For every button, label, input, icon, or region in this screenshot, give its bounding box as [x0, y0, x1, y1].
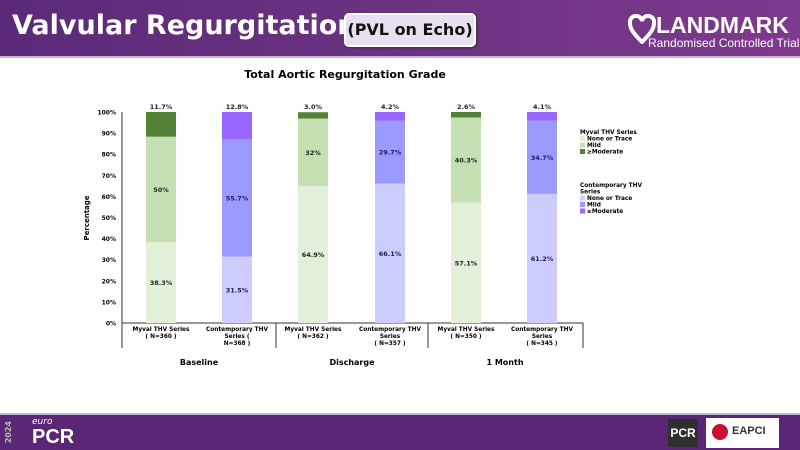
data-label: 32% [305, 149, 321, 157]
bar-segment [146, 242, 176, 323]
x-category-label: ( N=360 ) [145, 334, 176, 340]
x-category-label: Myval THV Series [133, 327, 190, 333]
legend-swatch [580, 202, 585, 207]
bar-segment [527, 112, 557, 121]
legend-entry: Mild [587, 143, 601, 149]
europcr-logo: PCR [32, 426, 75, 448]
bar-segment [222, 112, 252, 140]
bar-segment [298, 118, 328, 187]
y-tick-label: 70% [102, 173, 116, 180]
y-tick-label: 0% [106, 321, 116, 328]
slide-footer: 2024 euro PCR PCR EAPCI [0, 413, 800, 450]
x-category-label: ( N=345 ) [526, 341, 557, 347]
heart-icon [712, 424, 728, 440]
bar-segment [375, 120, 405, 184]
data-label: 66.1% [379, 250, 402, 258]
legend-swatch [580, 195, 585, 201]
bar-segment [146, 112, 176, 137]
data-label: 29.7% [379, 149, 402, 157]
legend-entry: None or Trace [587, 196, 632, 202]
legend-title: Myval THV Series [580, 130, 637, 136]
bar-segment [375, 183, 405, 323]
group-label: Baseline [180, 358, 219, 367]
bar-segment [451, 117, 481, 203]
eapci-text: EAPCI [732, 425, 766, 437]
chart-title: Total Aortic Regurgitation Grade [244, 68, 446, 81]
x-category-label: N=368 ) [224, 341, 251, 347]
y-tick-label: 50% [102, 215, 116, 222]
x-category-label: ( N=362 ) [297, 334, 328, 340]
bar-segment [451, 112, 481, 118]
legend-entry: Mild [587, 203, 601, 209]
x-category-label: Contemporary THV [359, 327, 421, 333]
group-label: 1 Month [486, 358, 523, 367]
x-category-label: ( N=350 ) [450, 334, 481, 340]
y-tick-label: 30% [102, 257, 116, 264]
legend-swatch [580, 208, 585, 214]
bar-segment [298, 112, 328, 119]
bar-segment [527, 193, 557, 323]
legend-entry: None or Trace [587, 137, 632, 143]
data-label: 4.1% [533, 103, 552, 111]
year-text: 2024 [4, 421, 13, 444]
data-label: 61.2% [531, 255, 554, 263]
legend-title: Contemporary THV [580, 183, 642, 189]
y-tick-label: 40% [102, 236, 116, 243]
legend-entry: ≥Moderate [587, 150, 623, 156]
bar-segment [375, 112, 405, 121]
data-label: 38.3% [150, 279, 173, 287]
bar-segment [527, 120, 557, 194]
slide-header: Valvular Regurgitation (PVL on Echo) LAN… [0, 0, 800, 58]
bar-segment [222, 139, 252, 257]
x-category-label: Myval THV Series [438, 327, 495, 333]
bar-segment [298, 186, 328, 323]
y-tick-label: 60% [102, 194, 116, 201]
euro-text: euro [32, 417, 53, 427]
y-tick-label: 20% [102, 278, 116, 285]
bar-segment [222, 256, 252, 323]
bar-segment [451, 202, 481, 323]
logo-main-text: LANDMARK [656, 12, 789, 38]
data-label: 4.2% [381, 103, 400, 111]
data-label: 50% [153, 186, 169, 194]
x-category-label: Contemporary THV [206, 327, 268, 333]
x-category-label: Series [532, 334, 553, 340]
x-category-label: Myval THV Series [285, 327, 342, 333]
y-tick-label: 10% [102, 299, 116, 306]
legend-swatch [580, 136, 585, 141]
bar-segment [146, 136, 176, 243]
legend-title: Series [580, 190, 601, 196]
data-label: 57.1% [455, 259, 478, 267]
group-label: Discharge [329, 358, 375, 367]
legend-swatch [580, 142, 585, 148]
data-label: 34.7% [531, 154, 554, 162]
legend-entry: ≥Moderate [587, 209, 623, 215]
x-category-label: Series [380, 334, 401, 340]
y-axis-label: Percentage [83, 195, 91, 240]
eapci-logo: EAPCI [706, 418, 779, 448]
data-label: 55.7% [226, 194, 249, 202]
data-label: 40.3% [455, 157, 478, 165]
data-label: 11.7% [150, 103, 173, 111]
data-label: 31.5% [226, 286, 249, 294]
stacked-bar-chart: Total Aortic Regurgitation Grade Percent… [83, 68, 642, 367]
legend-swatch [580, 149, 585, 154]
slide-title: Valvular Regurgitation [12, 10, 357, 41]
landmark-logo: LANDMARK Randomised Controlled Trial [628, 14, 799, 50]
heart-icon [628, 14, 656, 44]
y-tick-label: 90% [102, 131, 116, 138]
data-label: 3.0% [304, 103, 323, 111]
data-label: 2.6% [457, 103, 476, 111]
x-category-label: ( N=357 ) [374, 341, 405, 347]
y-tick-label: 100% [97, 110, 116, 117]
data-label: 64.9% [302, 251, 325, 259]
pcr-badge: PCR [668, 419, 698, 447]
slide-subtitle: (PVL on Echo) [344, 13, 476, 47]
x-category-label: Contemporary THV [511, 327, 573, 333]
x-category-label: Series ( [224, 334, 249, 340]
logo-sub-text: Randomised Controlled Trial [648, 36, 800, 50]
data-label: 12.8% [226, 103, 249, 111]
y-tick-label: 80% [102, 152, 116, 159]
